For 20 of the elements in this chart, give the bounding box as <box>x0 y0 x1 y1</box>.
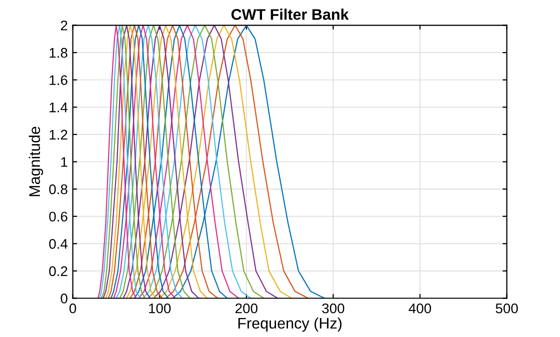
y-tick-label: 1.4 <box>50 102 68 112</box>
chart-title: CWT Filter Bank <box>231 8 349 20</box>
y-tick-label: 1 <box>61 157 68 167</box>
y-tick-label: 1.2 <box>50 130 68 140</box>
y-tick-label: 0.6 <box>49 212 68 222</box>
x-tick-label: 400 <box>408 303 432 314</box>
y-axis-title: Magnitude <box>28 126 44 196</box>
x-tick-label: 300 <box>322 303 344 314</box>
y-tick-label: 1.8 <box>50 48 68 58</box>
x-axis-title: Frequency (Hz) <box>238 317 342 332</box>
y-tick-label: 0.2 <box>49 266 68 276</box>
x-tick-label: 500 <box>496 303 518 314</box>
x-tick-label: 200 <box>236 303 258 314</box>
y-tick-label: 2 <box>60 20 68 30</box>
x-tick-label: 0 <box>69 303 76 314</box>
x-tick-label: 100 <box>149 303 171 314</box>
y-tick-label: 0.4 <box>49 238 68 249</box>
y-tick-label: 1.6 <box>50 75 68 86</box>
y-tick-label: 0.8 <box>49 184 68 194</box>
y-tick-label: 0 <box>60 294 68 304</box>
